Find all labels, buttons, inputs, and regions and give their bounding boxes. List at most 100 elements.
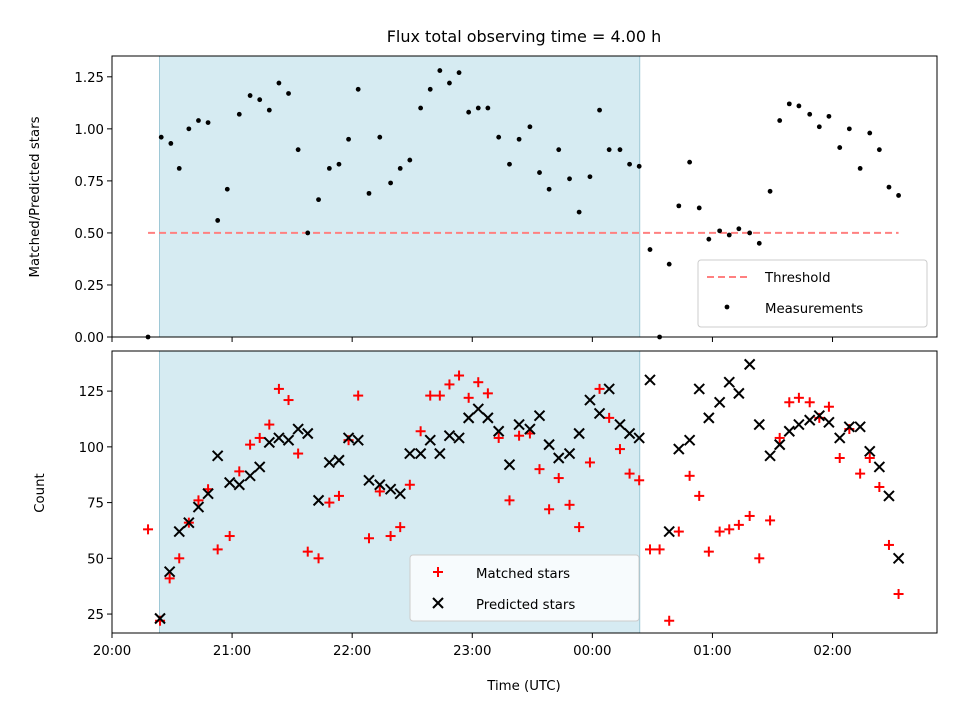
matched-star-point <box>744 510 755 521</box>
matched-star-point <box>374 486 385 497</box>
predicted-star-point <box>693 383 705 395</box>
predicted-star-point <box>593 407 606 420</box>
predicted-star-point <box>843 421 856 433</box>
matched-star-point <box>434 390 445 401</box>
matched-star-point <box>363 533 374 544</box>
ratio-panel-ylabel: Matched/Predicted stars <box>28 116 43 277</box>
predicted-star-point <box>864 445 876 458</box>
legend-measurements-swatch <box>724 304 730 310</box>
measurement-point <box>627 161 632 167</box>
measurement-point <box>556 147 562 153</box>
matched-star-point <box>143 524 154 535</box>
matched-star-point <box>703 546 714 557</box>
matched-star-point <box>714 526 725 537</box>
matched-star-point <box>864 453 875 464</box>
predicted-star-point <box>414 447 427 460</box>
predicted-star-point <box>282 434 295 446</box>
measurement-point <box>717 228 723 234</box>
matched-star-point <box>804 397 815 408</box>
measurement-point <box>158 134 164 140</box>
measurement-point <box>266 107 272 113</box>
matched-star-point <box>234 466 245 477</box>
measurement-point <box>316 197 321 203</box>
measurement-point <box>427 86 433 92</box>
matched-star-point <box>212 544 223 555</box>
matched-star-point <box>644 544 655 555</box>
legend-measurements-label: Measurements <box>765 302 863 317</box>
ratio-panel-frame <box>111 55 938 338</box>
predicted-star-point <box>524 423 536 435</box>
measurement-point <box>215 218 221 223</box>
matched-star-point <box>245 439 256 450</box>
measurement-point <box>516 136 522 142</box>
y-tick-label: 125 <box>79 385 104 400</box>
measurement-point <box>567 176 572 182</box>
predicted-star-point <box>482 412 494 424</box>
measurement-point <box>687 159 693 165</box>
matched-star-point <box>654 544 665 555</box>
predicted-star-point <box>823 416 835 429</box>
y-tick-label: 100 <box>79 441 104 456</box>
matched-star-point <box>224 531 235 542</box>
legend-threshold-label: Threshold <box>764 271 831 286</box>
measurement-point <box>647 247 653 252</box>
predicted-star-point <box>374 479 386 491</box>
measurement-point <box>786 101 792 107</box>
measurement-point <box>537 170 542 175</box>
measurement-point <box>355 86 361 92</box>
matched-star-point <box>584 457 595 468</box>
matched-star-point <box>164 573 175 584</box>
matched-star-point <box>493 432 504 443</box>
predicted-star-point <box>492 425 505 437</box>
matched-star-point <box>564 499 575 510</box>
measurement-point <box>205 120 211 126</box>
predicted-star-point <box>183 516 195 529</box>
predicted-star-point <box>883 490 895 502</box>
predicted-star-point <box>614 418 626 431</box>
matched-star-point <box>784 397 795 408</box>
measurement-point <box>617 147 623 153</box>
matched-star-point <box>454 370 465 381</box>
measurement-point <box>466 109 472 115</box>
matched-star-point <box>624 468 635 479</box>
predicted-star-point <box>764 450 776 462</box>
measurement-point <box>475 105 481 111</box>
ratio-legend: Threshold Measurements <box>697 259 928 328</box>
predicted-star-point <box>713 396 726 408</box>
predicted-star-point <box>453 432 465 444</box>
predicted-star-point <box>673 443 685 455</box>
predicted-star-point <box>434 447 446 460</box>
measurement-point <box>826 113 832 119</box>
measurement-point <box>527 124 533 130</box>
matched-star-point <box>604 412 615 423</box>
measurement-point <box>867 130 873 136</box>
predicted-star-point <box>394 487 406 500</box>
measurement-point <box>276 80 282 86</box>
measurement-point <box>587 174 593 180</box>
legend-matched-swatch <box>433 567 443 577</box>
measurement-point <box>236 111 242 117</box>
y-tick-label: 0.25 <box>74 279 104 294</box>
measurement-point <box>857 166 863 171</box>
matched-star-point <box>765 515 776 526</box>
y-tick-label: 75 <box>87 497 104 512</box>
predicted-star-point <box>513 418 525 431</box>
x-tick-label: 00:00 <box>573 644 611 659</box>
measurement-point <box>377 134 383 140</box>
predicted-star-point <box>352 434 364 446</box>
legend-predicted-swatch <box>432 597 444 609</box>
matched-star-point <box>594 383 605 394</box>
predicted-star-point <box>743 358 756 371</box>
legend-matched-label: Matched stars <box>476 567 570 582</box>
predicted-star-point <box>472 403 484 415</box>
measurement-point <box>247 93 253 98</box>
predicted-star-point <box>854 421 866 433</box>
predicted-star-point <box>663 525 675 538</box>
predicted-star-point <box>703 412 715 424</box>
measurement-point <box>366 190 372 196</box>
matched-star-point <box>425 390 436 401</box>
predicted-star-point <box>333 454 345 466</box>
predicted-star-point <box>644 374 656 386</box>
matched-star-point <box>473 377 484 388</box>
